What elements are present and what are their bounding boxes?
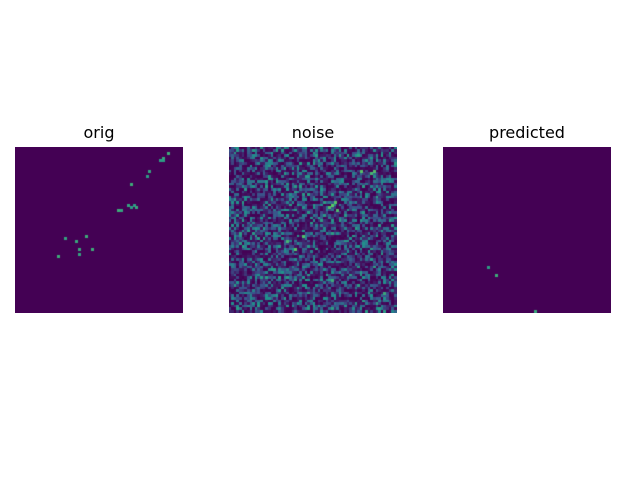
panel-title-orig: orig: [83, 123, 115, 142]
noise-image: [229, 147, 397, 313]
panel-title-predicted: predicted: [489, 123, 565, 142]
panel-title-noise: noise: [291, 123, 335, 142]
predicted-image: [443, 147, 611, 313]
orig-image: [15, 147, 183, 313]
